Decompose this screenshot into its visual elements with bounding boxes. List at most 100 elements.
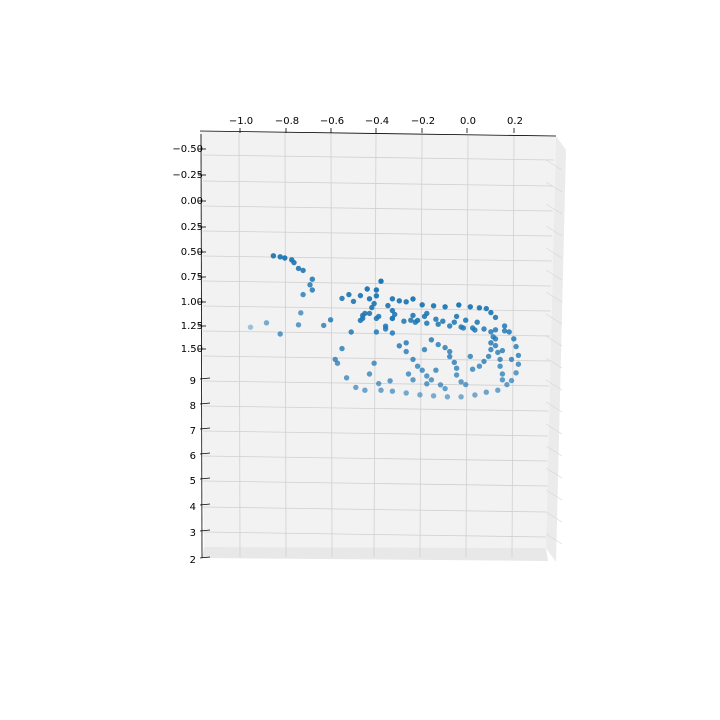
grid-line-side — [545, 511, 563, 523]
grid-line-side — [545, 313, 563, 325]
scatter-point — [339, 345, 345, 352]
scatter-point — [373, 293, 380, 299]
grid-line-x — [373, 134, 377, 558]
scatter-point — [396, 343, 402, 349]
scatter-point — [373, 315, 380, 322]
x-tick-label: −0.8 — [275, 116, 299, 127]
left-axis-line — [200, 133, 203, 559]
scatter-point — [501, 328, 508, 334]
scatter-point — [442, 385, 448, 392]
scatter-point — [508, 356, 515, 363]
scatter-point — [435, 341, 441, 348]
grid-line-y — [202, 531, 547, 538]
grid-side — [545, 159, 563, 545]
scatter-point — [481, 326, 487, 332]
grid-line-side — [545, 247, 563, 259]
scatter-point — [298, 310, 304, 316]
scatter-point — [495, 387, 501, 393]
scatter-point — [476, 305, 483, 311]
scatter-point — [453, 313, 460, 320]
scatter-point — [483, 389, 489, 395]
y-tick-label: 0.25 — [181, 222, 203, 233]
x-axis-ticks: −1.0 −0.8 −0.6 −0.4 −0.2 0.0 0.2 — [229, 116, 523, 133]
scatter-point — [499, 377, 506, 383]
grid-line-side — [545, 379, 563, 391]
grid-line-y — [202, 455, 548, 462]
scatter-point — [277, 254, 283, 260]
scatter-point — [463, 381, 469, 388]
grid-line-x — [284, 133, 287, 558]
scatter-point — [460, 325, 467, 331]
scatter-point — [282, 255, 288, 261]
z-tick-label: 4 — [190, 502, 196, 513]
scatter-point — [291, 259, 297, 266]
grid-line-side — [545, 269, 563, 281]
scatter-point — [295, 265, 302, 272]
scatter-point — [433, 367, 439, 373]
scatter-point — [463, 317, 469, 323]
grid-line-y — [202, 405, 549, 412]
scatter-point — [456, 302, 462, 308]
grid-line-side — [545, 445, 563, 457]
scatter-point — [362, 387, 368, 393]
scatter-point — [360, 315, 366, 322]
scatter-point — [414, 363, 421, 369]
scatter-point — [410, 296, 416, 302]
scatter-point — [421, 346, 428, 353]
scatter-point — [451, 319, 457, 325]
scatter-point — [309, 276, 315, 282]
grid-line-y — [202, 480, 548, 487]
scatter-point — [508, 377, 515, 384]
scatter-point — [300, 291, 306, 298]
scatter-point — [401, 318, 407, 324]
scatter-point — [447, 353, 453, 360]
grid-line-side — [545, 533, 563, 545]
z-tick-mark — [199, 452, 211, 455]
scatter-point — [417, 392, 423, 398]
scatter-point — [488, 309, 494, 316]
scatter-point — [327, 317, 334, 323]
z-tick-mark — [199, 556, 211, 559]
scatter-point — [389, 315, 396, 322]
grid-line-side — [545, 467, 563, 479]
scatter-point — [453, 365, 460, 371]
grid-line-side — [545, 225, 563, 237]
scatter-point — [369, 304, 375, 311]
grid-line-y — [202, 230, 553, 237]
scatter-point — [373, 287, 380, 293]
scatter-point — [497, 363, 503, 369]
z-tick-mark — [199, 503, 211, 506]
scatter-point — [430, 393, 437, 399]
scatter-point — [499, 371, 506, 377]
x-tick-label: 0.0 — [460, 116, 476, 127]
grid-vertical — [238, 132, 515, 558]
scatter-point — [469, 366, 476, 372]
scatter-point — [247, 324, 254, 330]
scatter-point — [403, 390, 409, 396]
scatter-point — [348, 329, 354, 335]
scatter-point — [366, 310, 373, 317]
scatter-point — [263, 320, 270, 326]
x-tick-label: −1.0 — [229, 116, 253, 127]
scatter-point — [481, 358, 487, 365]
z-tick-label: 2 — [190, 555, 196, 566]
z-tick-label: 9 — [190, 376, 196, 387]
scatter-point — [472, 392, 478, 398]
grid-line-x — [419, 134, 423, 558]
y-tick-label: 0.75 — [181, 272, 203, 283]
scatter-point — [453, 372, 460, 378]
scatter-point — [430, 303, 437, 309]
grid-line-x — [238, 132, 241, 558]
side-pane — [546, 136, 566, 562]
scatter-point — [387, 378, 393, 384]
scatter-point — [371, 360, 377, 366]
grid-line-y — [202, 180, 554, 187]
scatter-point — [492, 314, 499, 321]
z-tick-label: 3 — [190, 528, 196, 539]
scatter-point — [447, 348, 453, 355]
x-tick-label: −0.4 — [365, 116, 389, 127]
scatter-point — [428, 377, 435, 383]
scatter-point — [513, 343, 519, 350]
grid-line-y — [202, 355, 550, 362]
scatter-points — [247, 253, 522, 400]
